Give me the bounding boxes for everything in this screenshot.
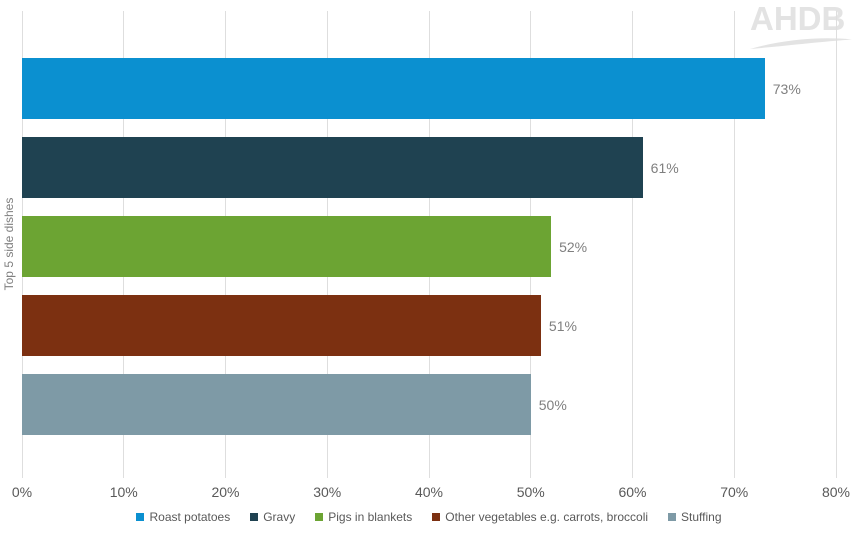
bar-roast-potatoes — [22, 58, 765, 119]
bar-value-label-gravy: 61% — [650, 159, 679, 176]
x-tick-label-60%: 60% — [618, 484, 647, 500]
x-tick-label-50%: 50% — [516, 484, 545, 500]
legend-label-pigs-in-blankets: Pigs in blankets — [328, 510, 413, 524]
bar-other-vegetables-e-g-carrots-broccoli — [22, 295, 541, 356]
bars: 73% 61% 52% 51% 50% — [22, 11, 836, 478]
gridline-80% — [835, 11, 837, 478]
gridline-70% — [733, 11, 735, 478]
legend-item-other-vegetables-e-g-carrots-broccoli: Other vegetables e.g. carrots, broccoli — [432, 510, 648, 524]
ahdb-logo: AHDB — [750, 2, 852, 49]
x-axis: 0% 10% 20% 30% 40% 50% 60% 70% 80% — [12, 484, 850, 502]
legend-item-stuffing: Stuffing — [668, 510, 722, 524]
legend-label-roast-potatoes: Roast potatoes — [149, 510, 231, 524]
x-tick-label-30%: 30% — [313, 484, 342, 500]
legend: Roast potatoes Gravy Pigs in blankets Other… — [0, 510, 858, 524]
bar-value-label-pigs-in-blankets: 52% — [559, 238, 588, 255]
legend-item-gravy: Gravy — [250, 510, 295, 524]
legend-swatch-gravy — [250, 513, 259, 521]
bar-pigs-in-blankets — [22, 216, 552, 277]
bar-stuffing — [22, 374, 531, 435]
bar-row-roast-potatoes: 73% — [22, 58, 836, 119]
x-tick-label-40%: 40% — [414, 484, 444, 500]
x-tick-label-10%: 10% — [109, 484, 138, 500]
ahdb-logo-text: AHDB — [750, 0, 846, 37]
bar-row-pigs-in-blankets: 52% — [22, 216, 836, 277]
legend-swatch-stuffing — [668, 513, 677, 521]
legend-swatch-roast-potatoes — [136, 513, 145, 521]
legend-label-stuffing: Stuffing — [681, 510, 722, 524]
bar-gravy — [22, 137, 643, 198]
bar-row-stuffing: 50% — [22, 374, 836, 435]
x-tick-label-20%: 20% — [211, 484, 240, 500]
legend-item-pigs-in-blankets: Pigs in blankets — [315, 510, 412, 524]
gridline-60% — [632, 11, 633, 478]
x-tick-label-70%: 70% — [720, 484, 749, 500]
y-axis-title: Top 5 side dishes — [2, 197, 16, 291]
bar-row-other-vegetables-e-g-carrots-broccoli: 51% — [22, 295, 836, 356]
x-tick-label-0%: 0% — [11, 484, 33, 500]
legend-label-gravy: Gravy — [263, 510, 296, 524]
bar-value-label-stuffing: 50% — [538, 396, 567, 413]
legend-label-other-vegetables-e-g-carrots-broccoli: Other vegetables e.g. carrots, broccoli — [445, 510, 649, 524]
bar-value-label-roast-potatoes: 73% — [772, 80, 801, 97]
bar-value-label-other-vegetables-e-g-carrots-broccoli: 51% — [548, 317, 577, 334]
plot-area: 73% 61% 52% 51% 50% — [21, 11, 837, 478]
ahdb-logo-swoosh-icon — [750, 38, 852, 49]
legend-swatch-pigs-in-blankets — [315, 513, 324, 521]
bar-row-gravy: 61% — [22, 137, 836, 198]
x-tick-label-80%: 80% — [821, 484, 851, 500]
legend-swatch-other-vegetables-e-g-carrots-broccoli — [432, 513, 441, 521]
legend-item-roast-potatoes: Roast potatoes — [136, 510, 230, 524]
